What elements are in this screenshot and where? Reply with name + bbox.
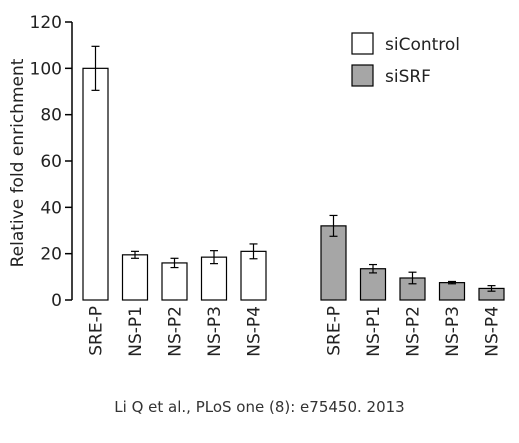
x-category-label: SRE-P — [325, 306, 345, 356]
bar-siSRF-NS-P1 — [359, 268, 387, 301]
x-category-label: NS-P2 — [404, 306, 424, 357]
x-category-label: NS-P4 — [483, 306, 503, 357]
bar-chart: 0 20 40 60 80 100 120 Relative fold enrichment… — [8, 13, 505, 357]
x-category-label: NS-P1 — [126, 306, 146, 357]
y-tick-label: 20 — [40, 245, 62, 265]
error-bar — [91, 45, 100, 91]
x-category-label: NS-P4 — [245, 306, 265, 357]
x-category-label: SRE-P — [87, 306, 107, 356]
error-bar — [249, 243, 258, 260]
bar-siControl-NS-P3 — [200, 256, 228, 301]
legend: siControl siSRF — [351, 32, 460, 87]
legend-label-siSRF: siSRF — [385, 67, 431, 87]
y-axis-ticks: 0 20 40 60 80 100 120 — [30, 13, 72, 311]
y-axis-title: Relative fold enrichment — [8, 58, 28, 267]
legend-swatch-siControl — [351, 32, 374, 55]
error-bar — [329, 214, 338, 237]
legend-swatch-siSRF — [351, 64, 374, 87]
bar-siControl-NS-P4 — [240, 250, 267, 301]
y-tick-label: 60 — [40, 152, 62, 172]
error-bar — [487, 285, 496, 292]
error-bar — [369, 263, 377, 274]
x-category-label: NS-P3 — [443, 306, 463, 357]
error-bar — [131, 250, 139, 259]
legend-label-siControl: siControl — [385, 35, 460, 55]
bar-siControl-NS-P1 — [121, 254, 149, 301]
y-axis: 0 20 40 60 80 100 120 — [30, 13, 73, 311]
y-tick-label: 40 — [40, 198, 62, 218]
y-tick-label: 120 — [30, 13, 62, 33]
y-tick-label: 80 — [40, 106, 62, 126]
y-tick-label: 100 — [30, 59, 62, 79]
bar-siControl-NS-P2 — [161, 262, 188, 301]
bar-siSRF-NS-P3 — [438, 282, 466, 301]
error-bar — [210, 250, 218, 265]
x-category-label: NS-P3 — [205, 306, 225, 357]
error-bar — [408, 271, 417, 285]
citation: Li Q et al., PLoS one (8): e75450. 2013 — [114, 398, 405, 416]
bar-siSRF-SRE-P — [320, 225, 347, 301]
error-bar — [170, 257, 179, 269]
x-category-label: NS-P1 — [364, 306, 384, 357]
y-tick-label: 0 — [51, 291, 62, 311]
bar-siControl-SRE-P — [82, 67, 109, 301]
error-bar — [448, 280, 456, 285]
x-category-label: NS-P2 — [166, 306, 186, 357]
bars: SRE-P NS-P1 NS-P2 NS-P3 NS-P4 SRE-P NS-P1 NS-P2… — [82, 45, 505, 357]
